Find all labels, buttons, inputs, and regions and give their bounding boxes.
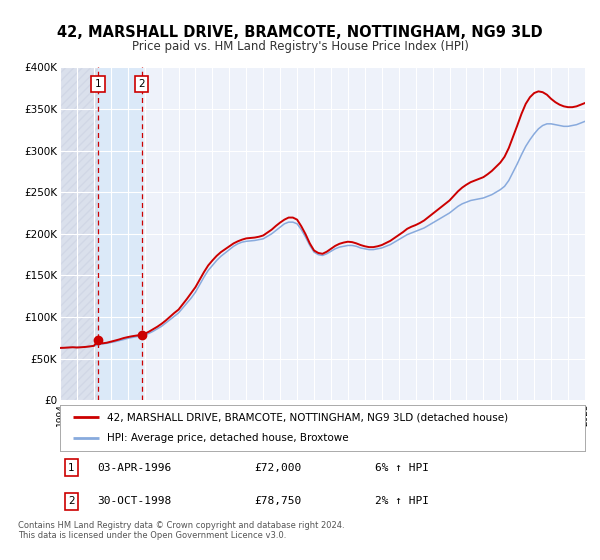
Text: 1: 1 xyxy=(95,79,101,89)
Text: 42, MARSHALL DRIVE, BRAMCOTE, NOTTINGHAM, NG9 3LD (detached house): 42, MARSHALL DRIVE, BRAMCOTE, NOTTINGHAM… xyxy=(107,412,508,422)
Text: 30-OCT-1998: 30-OCT-1998 xyxy=(97,496,171,506)
Text: Price paid vs. HM Land Registry's House Price Index (HPI): Price paid vs. HM Land Registry's House … xyxy=(131,40,469,53)
Text: 03-APR-1996: 03-APR-1996 xyxy=(97,463,171,473)
Text: £78,750: £78,750 xyxy=(254,496,302,506)
Text: 2: 2 xyxy=(68,496,75,506)
Text: 2% ↑ HPI: 2% ↑ HPI xyxy=(375,496,429,506)
Text: Contains HM Land Registry data © Crown copyright and database right 2024.
This d: Contains HM Land Registry data © Crown c… xyxy=(18,521,344,540)
Bar xyxy=(60,67,98,400)
Text: 42, MARSHALL DRIVE, BRAMCOTE, NOTTINGHAM, NG9 3LD: 42, MARSHALL DRIVE, BRAMCOTE, NOTTINGHAM… xyxy=(57,25,543,40)
Text: 1: 1 xyxy=(68,463,75,473)
Bar xyxy=(98,67,142,400)
Text: 2: 2 xyxy=(139,79,145,89)
Text: HPI: Average price, detached house, Broxtowe: HPI: Average price, detached house, Brox… xyxy=(107,433,349,444)
Text: £72,000: £72,000 xyxy=(254,463,302,473)
Text: 6% ↑ HPI: 6% ↑ HPI xyxy=(375,463,429,473)
